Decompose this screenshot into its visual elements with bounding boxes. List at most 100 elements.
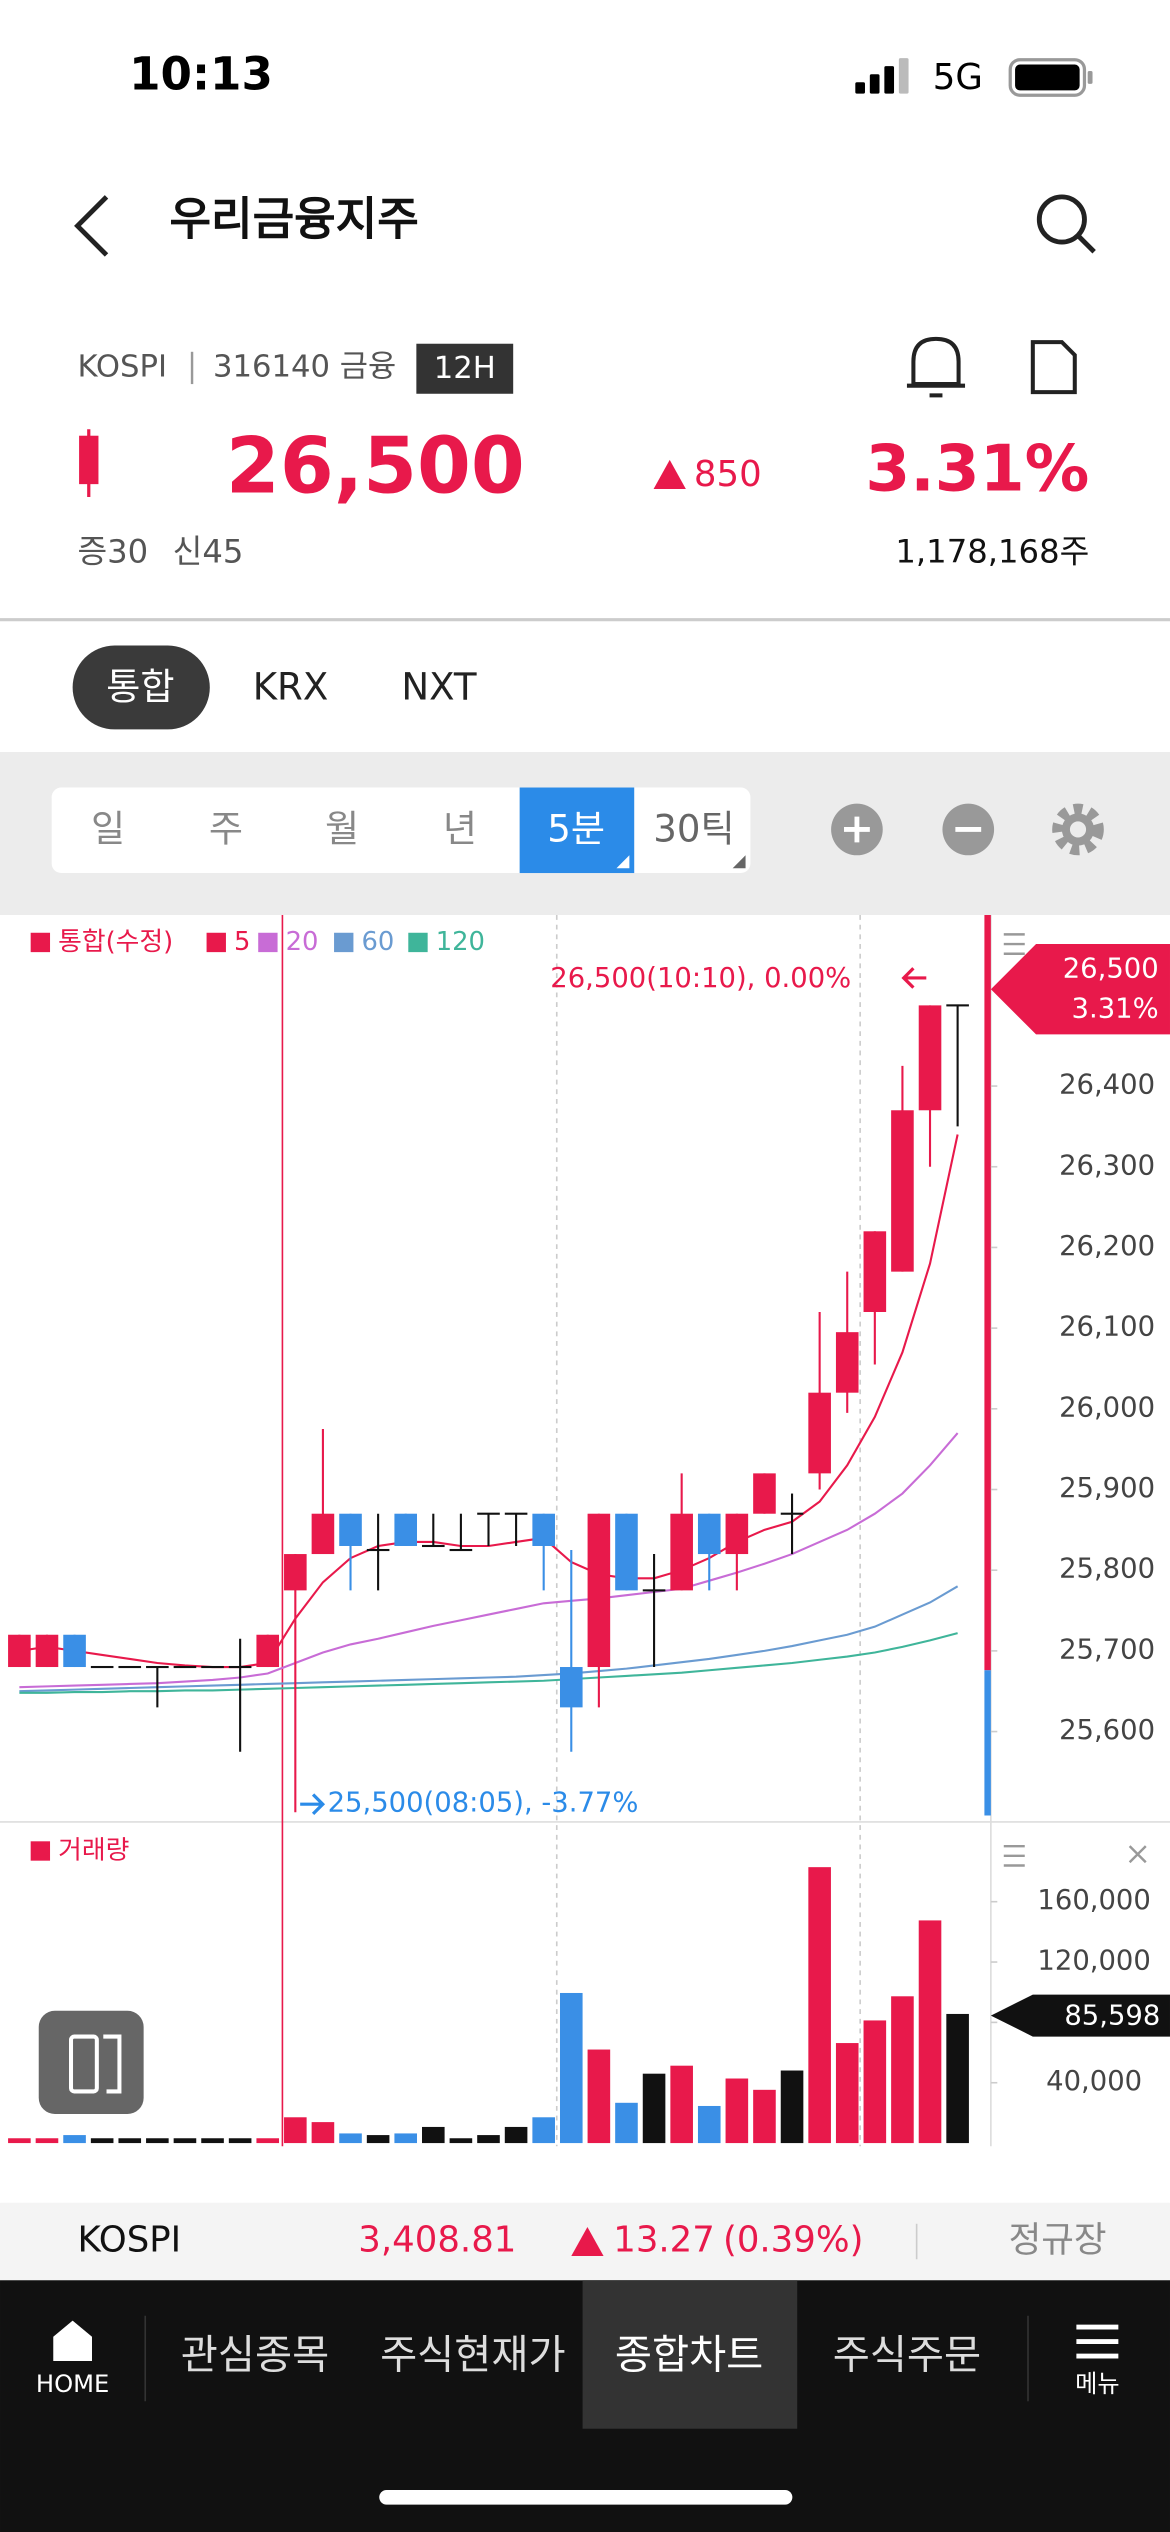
volume-bar <box>891 1996 914 2144</box>
nav-item[interactable]: 주식현재가 <box>380 2332 566 2379</box>
index-change-percent: (0.39%) <box>723 2220 863 2261</box>
pane-close[interactable] <box>1128 1845 1147 1864</box>
price-tag-price: 26,500 <box>1063 953 1159 984</box>
candle-body <box>670 1513 693 1591</box>
candle-body <box>697 1513 721 1555</box>
volume-tick-label: 160,000 <box>1037 1885 1150 1916</box>
volume-bar <box>477 2135 500 2144</box>
x-axis-band <box>0 2147 1170 2203</box>
legend-swatch <box>408 932 428 953</box>
nav-item[interactable]: 메뉴 <box>1075 2370 1120 2398</box>
candle-body <box>725 1513 749 1555</box>
candle-body <box>8 1634 31 1668</box>
volume-bar <box>63 2135 86 2144</box>
period-button[interactable]: 주 <box>209 808 243 851</box>
legend-entry: 60 <box>361 927 394 957</box>
volume-bar <box>504 2126 528 2144</box>
market-tab[interactable]: 통합 <box>106 666 174 709</box>
zoom-in-button[interactable] <box>831 803 883 856</box>
volume-bar <box>35 2138 59 2144</box>
candle-body <box>891 1110 914 1272</box>
volume-bar <box>863 2020 887 2144</box>
trade-volume: 1,178,168주 <box>895 533 1089 571</box>
candle-body <box>394 1513 418 1546</box>
tab-active[interactable] <box>72 645 210 730</box>
candle-body <box>311 1513 335 1555</box>
volume-legend: 거래량 <box>58 1835 129 1865</box>
legend-swatch <box>206 932 226 953</box>
volume-bar <box>753 2089 776 2144</box>
rotate-button[interactable] <box>38 2010 144 2115</box>
volume-bar <box>118 2138 142 2144</box>
volume-bar <box>808 1867 831 2144</box>
price-change: 850 <box>694 454 762 495</box>
candle-body <box>449 1548 473 1552</box>
nav-item[interactable]: 주식주문 <box>833 2332 981 2379</box>
volume-bar <box>366 2135 390 2144</box>
nav-item[interactable]: 종합차트 <box>615 2332 763 2379</box>
y-tick-label: 25,900 <box>1059 1473 1155 1504</box>
candle-body <box>918 1005 942 1111</box>
index-value: 3,408.81 <box>358 2220 516 2261</box>
stock-title: 우리금융지주 <box>169 193 418 246</box>
nav-active <box>582 2280 798 2429</box>
candle-icon <box>79 429 99 498</box>
signal-icon <box>855 58 909 94</box>
status-time: 10:13 <box>129 47 273 100</box>
volume-bar <box>780 2070 804 2144</box>
period-button[interactable]: 30틱 <box>653 808 734 851</box>
volume-bar <box>394 2133 418 2144</box>
volume-bar <box>339 2133 362 2144</box>
change-percent: 3.31% <box>865 431 1089 506</box>
candle-body <box>146 1665 169 1669</box>
period-button[interactable]: 일 <box>91 808 125 851</box>
y-tick-label: 26,400 <box>1059 1070 1155 1101</box>
search-button[interactable] <box>1036 194 1096 254</box>
period-button[interactable]: 년 <box>443 808 477 851</box>
nav-item[interactable]: 관심종목 <box>181 2332 329 2379</box>
period-button[interactable]: 월 <box>325 808 359 851</box>
back-button[interactable] <box>74 195 109 257</box>
volume-bar <box>642 2073 666 2144</box>
low-annotation: 25,500(08:05), -3.77% <box>328 1788 639 1819</box>
moving-average <box>19 1585 959 1693</box>
candle-body <box>256 1634 280 1668</box>
nav-item[interactable]: HOME <box>36 2370 109 2398</box>
moving-average <box>19 1432 959 1689</box>
volume-tag-label: 85,598 <box>1064 2001 1160 2032</box>
zoom-out-button[interactable] <box>942 803 995 856</box>
pane-menu[interactable] <box>1003 933 1025 955</box>
volume-tick-label: 120,000 <box>1037 1946 1150 1977</box>
y-tick-label: 25,600 <box>1059 1715 1155 1746</box>
volume-bar <box>918 1920 942 2144</box>
settings-button[interactable] <box>1052 803 1104 856</box>
pane-menu[interactable] <box>1003 1844 1025 1867</box>
volume-bar <box>422 2126 445 2144</box>
status-network: 5G <box>933 57 983 98</box>
home-indicator <box>379 2490 793 2505</box>
candle-body <box>753 1473 776 1514</box>
volume-bar <box>559 1992 583 2144</box>
volume-bar <box>146 2138 169 2144</box>
battery-icon <box>1008 58 1093 97</box>
price-tag <box>990 944 1170 1035</box>
memo-button[interactable] <box>1030 340 1077 395</box>
candle-body <box>504 1512 528 1515</box>
alarm-button[interactable] <box>906 336 966 398</box>
candle-body <box>587 1513 611 1668</box>
volume-bar <box>284 2117 307 2144</box>
home-icon <box>53 2320 92 2361</box>
market-tab[interactable]: NXT <box>401 666 477 709</box>
volume-bar <box>587 2049 611 2144</box>
range-bar <box>984 1670 991 1816</box>
period-active[interactable] <box>519 787 635 874</box>
candle-body <box>35 1634 59 1668</box>
volume-tick-label: 40,000 <box>1046 2066 1142 2097</box>
period-button[interactable]: 5분 <box>547 808 605 851</box>
market-tab[interactable]: KRX <box>253 666 329 709</box>
period-group <box>51 787 751 874</box>
candle-body <box>90 1665 114 1669</box>
